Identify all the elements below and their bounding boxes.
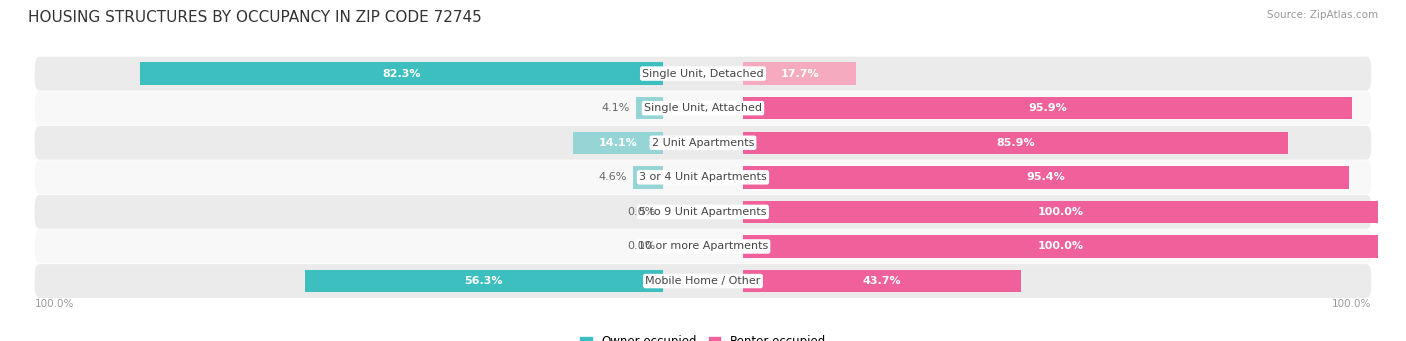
Text: HOUSING STRUCTURES BY OCCUPANCY IN ZIP CODE 72745: HOUSING STRUCTURES BY OCCUPANCY IN ZIP C… [28, 10, 482, 25]
Text: 4.1%: 4.1% [602, 103, 630, 113]
Text: 17.7%: 17.7% [780, 69, 818, 78]
Bar [305, 270, 662, 292]
Legend: Owner-occupied, Renter-occupied: Owner-occupied, Renter-occupied [579, 335, 827, 341]
Bar [744, 270, 1021, 292]
Text: 0.0%: 0.0% [627, 241, 655, 251]
Text: Single Unit, Attached: Single Unit, Attached [644, 103, 762, 113]
Text: 2 Unit Apartments: 2 Unit Apartments [652, 138, 754, 148]
Bar [744, 201, 1378, 223]
Text: 100.0%: 100.0% [1038, 241, 1084, 251]
Bar [744, 166, 1348, 189]
Text: 43.7%: 43.7% [863, 276, 901, 286]
Text: 100.0%: 100.0% [1331, 299, 1371, 309]
Text: 95.9%: 95.9% [1028, 103, 1067, 113]
Text: 0.0%: 0.0% [627, 207, 655, 217]
Text: Single Unit, Detached: Single Unit, Detached [643, 69, 763, 78]
Bar [744, 62, 856, 85]
Bar [574, 132, 662, 154]
Bar [744, 132, 1288, 154]
Text: 95.4%: 95.4% [1026, 172, 1066, 182]
FancyBboxPatch shape [35, 229, 1371, 264]
Text: Source: ZipAtlas.com: Source: ZipAtlas.com [1267, 10, 1378, 20]
Bar [141, 62, 662, 85]
Text: 3 or 4 Unit Apartments: 3 or 4 Unit Apartments [640, 172, 766, 182]
FancyBboxPatch shape [35, 195, 1371, 229]
FancyBboxPatch shape [35, 126, 1371, 160]
FancyBboxPatch shape [35, 160, 1371, 194]
Text: 14.1%: 14.1% [599, 138, 637, 148]
Text: 100.0%: 100.0% [35, 299, 75, 309]
Bar [744, 235, 1378, 258]
Bar [637, 97, 662, 119]
FancyBboxPatch shape [35, 91, 1371, 125]
Text: 56.3%: 56.3% [464, 276, 503, 286]
FancyBboxPatch shape [35, 57, 1371, 90]
Text: 4.6%: 4.6% [598, 172, 627, 182]
Text: Mobile Home / Other: Mobile Home / Other [645, 276, 761, 286]
Text: 5 to 9 Unit Apartments: 5 to 9 Unit Apartments [640, 207, 766, 217]
Bar [633, 166, 662, 189]
Bar [744, 97, 1353, 119]
Text: 100.0%: 100.0% [1038, 207, 1084, 217]
FancyBboxPatch shape [35, 264, 1371, 298]
Text: 10 or more Apartments: 10 or more Apartments [638, 241, 768, 251]
Text: 85.9%: 85.9% [997, 138, 1035, 148]
Text: 82.3%: 82.3% [382, 69, 420, 78]
